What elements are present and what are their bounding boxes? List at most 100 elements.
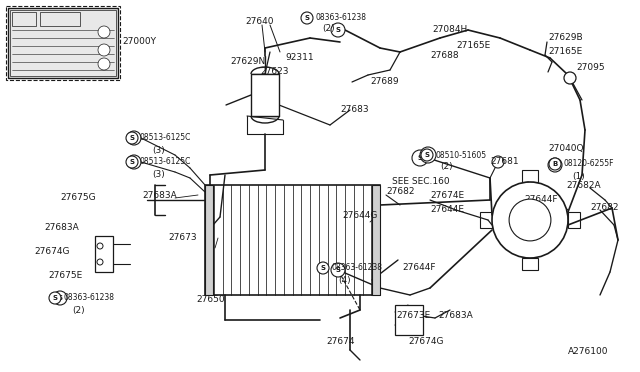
Circle shape	[420, 147, 436, 163]
Text: 08363-61238: 08363-61238	[63, 294, 114, 302]
Text: 08120-6255F: 08120-6255F	[563, 160, 614, 169]
Text: SEE SEC.160: SEE SEC.160	[392, 177, 450, 186]
Text: 27675G: 27675G	[60, 193, 95, 202]
Bar	[395, 305, 423, 335]
Text: S: S	[129, 135, 134, 141]
Text: 27674E: 27674E	[430, 192, 464, 201]
Text: (2): (2)	[322, 23, 335, 32]
Circle shape	[98, 44, 110, 56]
Text: (2): (2)	[72, 305, 84, 314]
Text: 27673E: 27673E	[396, 311, 430, 321]
Bar	[6, 6, 120, 80]
Bar	[251, 74, 279, 116]
Bar	[40, 12, 80, 26]
Text: S: S	[426, 152, 431, 158]
Bar	[12, 12, 36, 26]
Circle shape	[126, 132, 138, 144]
Text: 27000Y: 27000Y	[122, 38, 156, 46]
Circle shape	[98, 26, 110, 38]
Circle shape	[49, 292, 61, 304]
Circle shape	[53, 291, 67, 305]
Text: 27682A: 27682A	[566, 180, 600, 189]
Text: (1): (1)	[572, 171, 585, 180]
Text: 27673: 27673	[168, 234, 196, 243]
Bar	[10, 10, 116, 76]
Text: 27644G: 27644G	[342, 211, 378, 219]
Text: 27644F: 27644F	[402, 263, 435, 273]
Text: B: B	[552, 161, 557, 167]
Circle shape	[98, 58, 110, 70]
Circle shape	[412, 150, 428, 166]
Bar	[95, 236, 113, 272]
Text: S: S	[129, 159, 134, 165]
Bar	[568, 212, 580, 228]
Bar	[205, 185, 213, 295]
Circle shape	[301, 12, 313, 24]
Circle shape	[331, 263, 345, 277]
Circle shape	[97, 259, 103, 265]
Text: 27165E: 27165E	[456, 41, 490, 49]
Bar	[522, 258, 538, 270]
Text: S: S	[335, 267, 340, 273]
Text: 27688: 27688	[430, 51, 459, 60]
Circle shape	[564, 72, 576, 84]
Text: 27629B: 27629B	[548, 33, 582, 42]
Text: S: S	[131, 135, 136, 141]
Text: 27674G: 27674G	[34, 247, 70, 257]
Text: 27640: 27640	[245, 17, 273, 26]
Text: 08513-6125C: 08513-6125C	[140, 134, 191, 142]
Text: S: S	[335, 27, 340, 33]
Circle shape	[127, 131, 141, 145]
Circle shape	[97, 243, 103, 249]
Bar	[480, 212, 492, 228]
Text: 27165E: 27165E	[548, 48, 582, 57]
Bar	[522, 170, 538, 182]
Circle shape	[492, 156, 504, 168]
Text: S: S	[58, 295, 63, 301]
Text: 27683A: 27683A	[438, 311, 473, 321]
Text: 27095: 27095	[576, 64, 605, 73]
Text: 27650: 27650	[196, 295, 225, 305]
Text: 27674G: 27674G	[408, 337, 444, 346]
Text: 08363-61238: 08363-61238	[315, 13, 366, 22]
Text: 27682: 27682	[590, 203, 618, 212]
Text: A276100: A276100	[568, 347, 609, 356]
Text: (3): (3)	[152, 170, 164, 179]
Text: 27040Q: 27040Q	[548, 144, 584, 153]
Circle shape	[331, 23, 345, 37]
Text: 27682: 27682	[386, 187, 415, 196]
Text: 08363-61238: 08363-61238	[331, 263, 382, 273]
Text: 27683A: 27683A	[44, 224, 79, 232]
Text: 27683A: 27683A	[142, 190, 177, 199]
Text: (2): (2)	[440, 163, 452, 171]
Text: 27683: 27683	[340, 106, 369, 115]
Text: S: S	[305, 15, 310, 21]
Text: 92311: 92311	[285, 54, 314, 62]
Text: S: S	[131, 159, 136, 165]
Text: S: S	[52, 295, 58, 301]
Circle shape	[421, 149, 433, 161]
Circle shape	[317, 262, 329, 274]
Circle shape	[127, 155, 141, 169]
Bar	[372, 185, 380, 295]
Text: 27644F: 27644F	[524, 196, 557, 205]
Text: 27644E: 27644E	[430, 205, 464, 215]
Text: 27674: 27674	[326, 337, 355, 346]
Text: B: B	[552, 162, 557, 168]
Text: (3): (3)	[152, 145, 164, 154]
Text: 27623: 27623	[260, 67, 289, 77]
Text: S: S	[424, 152, 429, 158]
Bar	[8, 8, 118, 78]
Bar	[205, 185, 380, 295]
Text: S: S	[321, 265, 326, 271]
Text: 27689: 27689	[370, 77, 399, 87]
Circle shape	[548, 158, 562, 172]
Text: 08513-6125C: 08513-6125C	[140, 157, 191, 167]
Circle shape	[509, 199, 551, 241]
Text: 27629N: 27629N	[230, 58, 265, 67]
Circle shape	[126, 156, 138, 168]
Text: 27675E: 27675E	[48, 270, 83, 279]
Circle shape	[492, 182, 568, 258]
Text: S: S	[417, 155, 422, 161]
Text: 27084H: 27084H	[432, 26, 467, 35]
